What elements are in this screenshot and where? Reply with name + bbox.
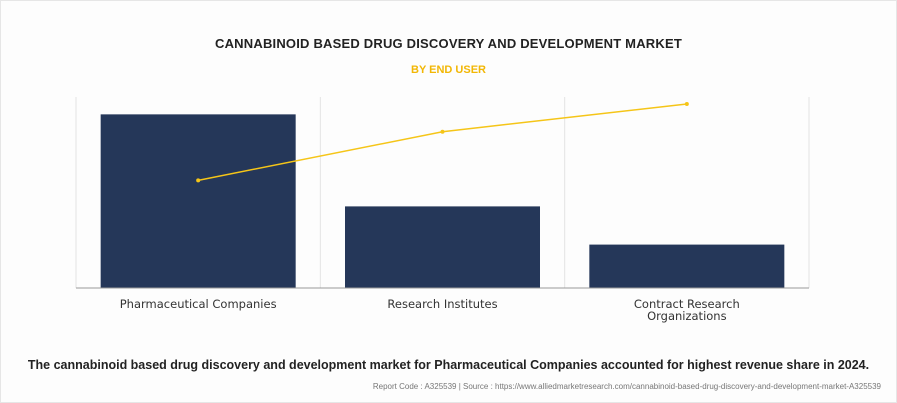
trend-point-2 bbox=[684, 101, 689, 106]
x-tick-label-line: Organizations bbox=[647, 309, 727, 323]
x-tick-labels: Pharmaceutical Companies Research Institu… bbox=[120, 297, 740, 323]
x-tick-label-0: Pharmaceutical Companies bbox=[120, 297, 277, 311]
bar-2 bbox=[589, 244, 785, 288]
trend-point-0 bbox=[196, 178, 201, 183]
x-tick-label-line: Research Institutes bbox=[387, 297, 497, 311]
gridlines bbox=[75, 97, 810, 288]
bar-0 bbox=[100, 114, 296, 288]
chart-title: CANNABINOID BASED DRUG DISCOVERY AND DEV… bbox=[215, 36, 682, 51]
x-tick-label-line: Pharmaceutical Companies bbox=[120, 297, 277, 311]
x-tick-label-line: Contract Research bbox=[634, 297, 740, 311]
trend-line-series bbox=[196, 101, 689, 183]
chart-caption: The cannabinoid based drug discovery and… bbox=[27, 358, 870, 372]
x-tick-label-1: Research Institutes bbox=[387, 297, 497, 311]
trend-point-1 bbox=[440, 129, 445, 134]
source-note: Report Code : A325539 | Source : https:/… bbox=[372, 382, 881, 391]
bar-chart: Pharmaceutical Companies Research Institu… bbox=[75, 97, 810, 323]
chart-subtitle: BY END USER bbox=[411, 64, 486, 76]
x-tick-label-2: Contract Research Organizations bbox=[634, 297, 740, 323]
bar-1 bbox=[345, 206, 540, 288]
bars bbox=[100, 114, 785, 288]
